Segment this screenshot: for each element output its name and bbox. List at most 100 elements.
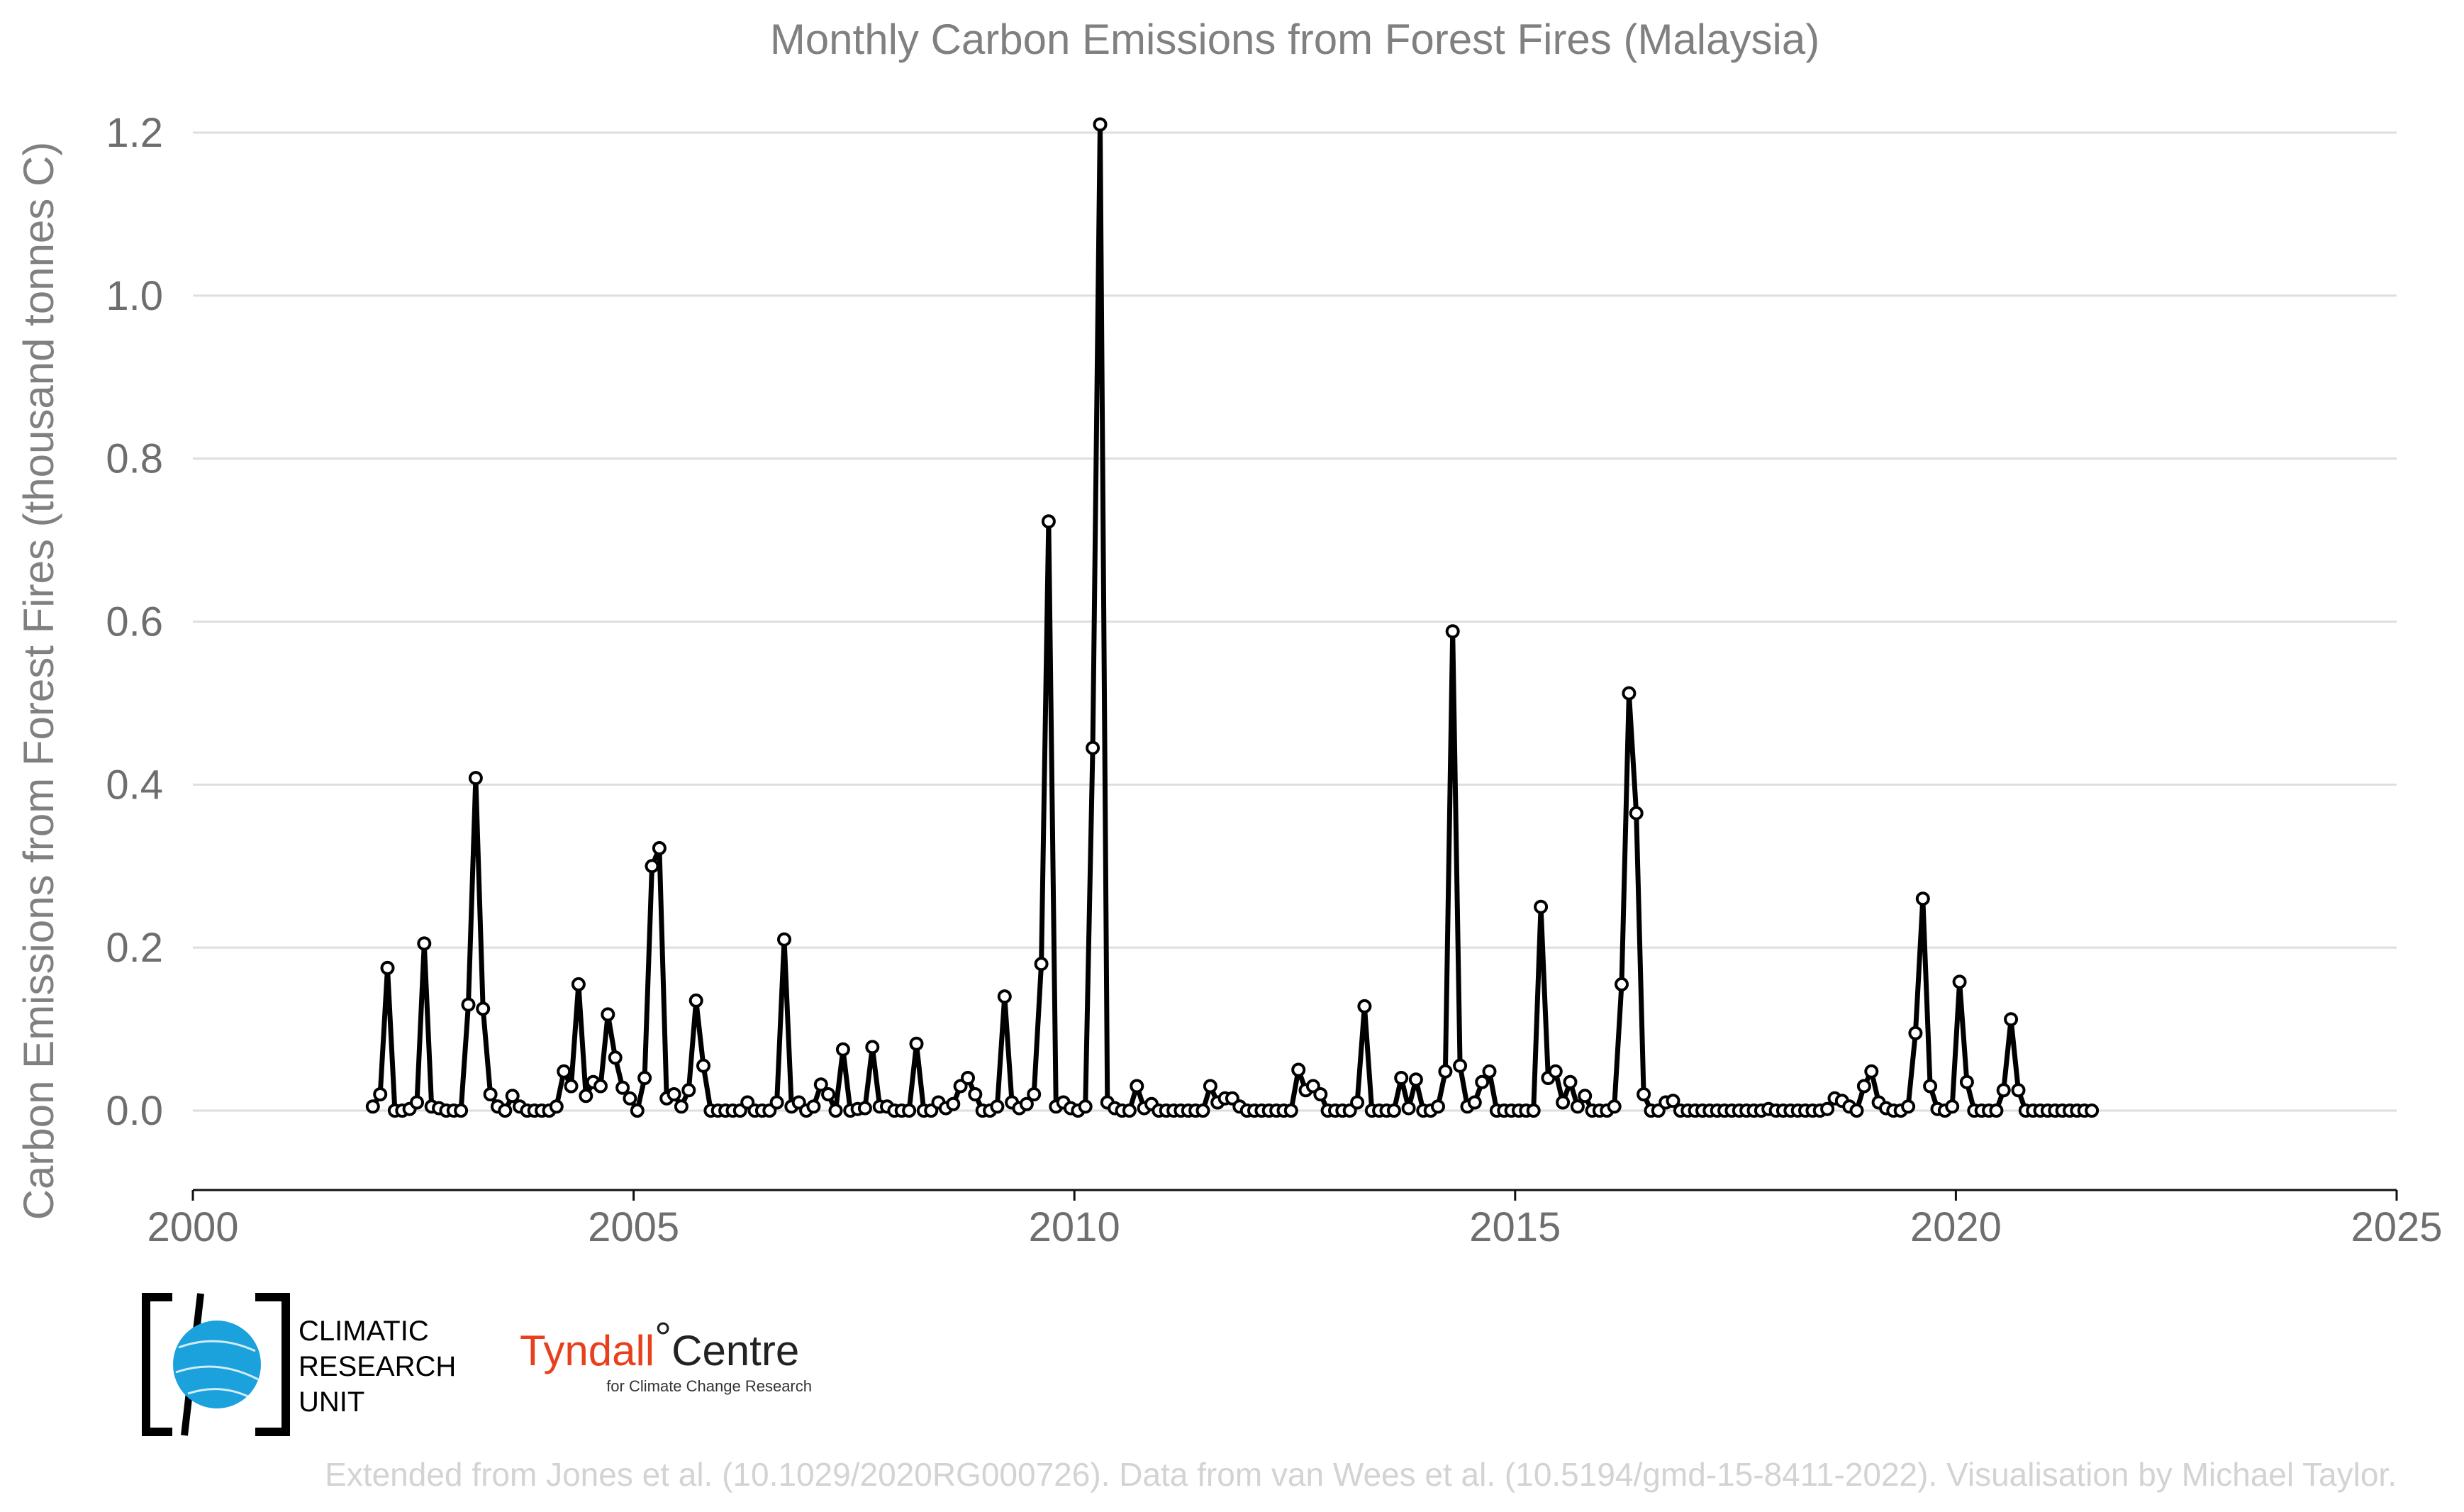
data-point (1401, 1101, 1416, 1116)
data-point (667, 1087, 681, 1101)
data-point (498, 1104, 513, 1118)
data-point (1195, 1104, 1210, 1118)
data-point (1431, 1099, 1445, 1114)
data-point (1394, 1071, 1409, 1085)
tyndall-subtitle: for Climate Change Research (606, 1377, 812, 1395)
data-point (365, 1099, 380, 1114)
data-point (1849, 1104, 1864, 1118)
y-tick-label: 1.2 (106, 110, 163, 156)
data-point (1526, 1104, 1541, 1118)
data-point (1666, 1094, 1680, 1108)
data-point (968, 1087, 983, 1101)
y-tick-label: 0.4 (106, 762, 163, 808)
data-point (857, 1101, 872, 1116)
data-point (1996, 1083, 2011, 1098)
data-point (769, 1095, 784, 1110)
data-point (410, 1095, 424, 1110)
data-point (990, 1099, 1005, 1114)
data-point (1578, 1089, 1593, 1104)
data-point (373, 1087, 388, 1101)
data-point (1534, 899, 1549, 914)
data-point (380, 960, 395, 975)
tyndall-degree: ° (654, 1314, 671, 1362)
data-point (461, 997, 476, 1012)
series-points (365, 117, 2100, 1118)
data-point (1570, 1099, 1585, 1114)
data-point (821, 1087, 836, 1101)
tyndall-word: Tyndall (520, 1327, 654, 1374)
data-point (564, 1079, 579, 1094)
data-point (997, 989, 1012, 1004)
data-point (1637, 1087, 1651, 1101)
data-point (1482, 1064, 1497, 1079)
data-point (835, 1042, 850, 1057)
data-point (2085, 1104, 2100, 1118)
data-point (1908, 1025, 1923, 1040)
cru-logo: CLIMATIC RESEARCH UNIT (142, 1293, 456, 1436)
data-point (946, 1096, 961, 1111)
centre-word: Centre (671, 1327, 799, 1374)
data-point (579, 1089, 593, 1104)
cru-line-2: RESEARCH (299, 1351, 456, 1382)
y-tick-label: 0.2 (106, 925, 163, 971)
data-point (1959, 1074, 1974, 1089)
data-point (1864, 1064, 1879, 1079)
x-tick-label: 2015 (1469, 1204, 1561, 1250)
x-tick-label: 2020 (1910, 1204, 2002, 1250)
data-point (652, 841, 667, 855)
data-point (1203, 1079, 1217, 1094)
data-point (1122, 1104, 1137, 1118)
data-point (828, 1104, 843, 1118)
data-point (1856, 1079, 1871, 1094)
y-tick-label: 0.0 (106, 1088, 163, 1134)
x-tick-label: 2005 (588, 1204, 679, 1250)
data-point (1350, 1095, 1365, 1110)
cru-globe-lines-icon (175, 1340, 259, 1399)
data-point (1408, 1072, 1423, 1087)
y-tick-label: 1.0 (106, 273, 163, 319)
data-point (1313, 1087, 1328, 1101)
credit-line: Extended from Jones et al. (10.1029/2020… (325, 1456, 2397, 1493)
data-point (1475, 1074, 1490, 1089)
data-point (1615, 977, 1629, 991)
data-point (1453, 1058, 1468, 1073)
data-point (777, 932, 791, 947)
data-point (1027, 1087, 1042, 1101)
data-point (813, 1077, 828, 1092)
data-point (549, 1099, 564, 1114)
data-point (1438, 1064, 1453, 1079)
data-point (1467, 1095, 1482, 1110)
data-point (557, 1064, 572, 1079)
x-tick-label: 2025 (2351, 1204, 2442, 1250)
data-point (454, 1104, 469, 1118)
y-tick-labels: 0.0 0.2 0.4 0.6 0.8 1.0 1.2 (106, 110, 163, 1134)
cru-line-3: UNIT (299, 1386, 364, 1418)
cru-line-1: CLIMATIC (299, 1316, 429, 1347)
data-point (2011, 1083, 2026, 1098)
data-point (608, 1050, 623, 1065)
tyndall-wordmark: Tyndall°Centre (520, 1314, 799, 1374)
cru-bracket-right-icon (255, 1293, 290, 1436)
data-point (615, 1080, 630, 1095)
y-tick-label: 0.8 (106, 436, 163, 482)
data-point (623, 1091, 637, 1106)
data-point (1820, 1101, 1835, 1116)
data-point (1034, 957, 1049, 972)
data-point (1989, 1104, 2004, 1118)
data-point (1130, 1079, 1144, 1094)
data-point (645, 859, 659, 874)
data-point (1952, 974, 1967, 989)
data-point (593, 1079, 608, 1094)
cru-bracket-left-icon (142, 1293, 172, 1436)
data-point (483, 1087, 498, 1101)
x-tick-label: 2010 (1029, 1204, 1120, 1250)
data-point (505, 1089, 520, 1104)
data-point (2004, 1012, 2019, 1027)
data-point (1078, 1099, 1093, 1114)
data-point (1357, 999, 1372, 1013)
data-point (909, 1036, 924, 1051)
data-point (1607, 1099, 1622, 1114)
data-point (1629, 806, 1644, 821)
data-point (637, 1071, 652, 1085)
